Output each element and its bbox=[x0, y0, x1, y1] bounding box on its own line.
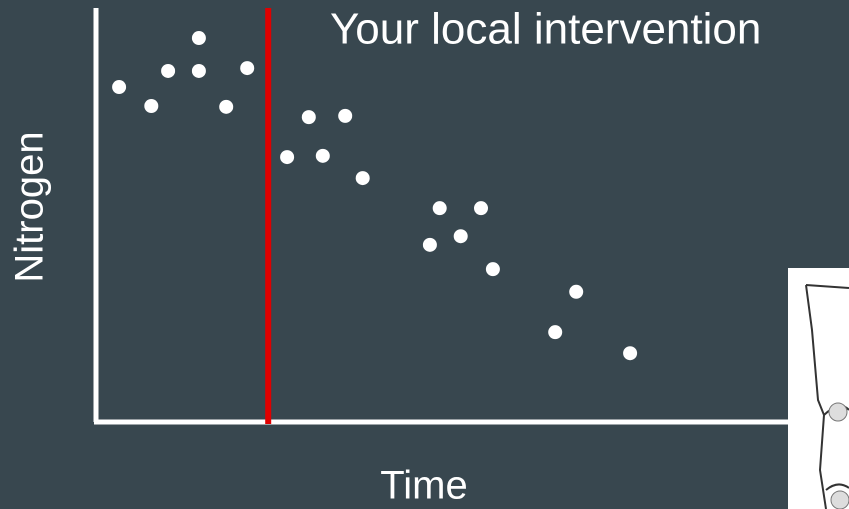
sketch-image bbox=[788, 268, 849, 509]
point bbox=[315, 148, 330, 163]
point bbox=[191, 31, 206, 46]
point bbox=[112, 80, 127, 95]
point bbox=[432, 201, 447, 216]
point bbox=[474, 201, 488, 216]
point bbox=[548, 325, 563, 340]
point bbox=[161, 63, 176, 78]
point bbox=[301, 110, 316, 125]
point bbox=[355, 171, 370, 186]
point bbox=[338, 108, 353, 123]
point bbox=[240, 61, 255, 76]
point bbox=[191, 63, 206, 78]
y-axis-label: Nitrogen bbox=[8, 131, 52, 282]
point bbox=[144, 98, 159, 113]
point bbox=[280, 150, 295, 165]
x-axis-label: Time bbox=[380, 464, 467, 508]
point bbox=[453, 229, 468, 244]
annotation: Your local intervention bbox=[330, 5, 761, 54]
point bbox=[623, 346, 638, 361]
point bbox=[219, 99, 234, 114]
point bbox=[569, 284, 584, 299]
point bbox=[422, 237, 437, 252]
point bbox=[485, 262, 500, 277]
